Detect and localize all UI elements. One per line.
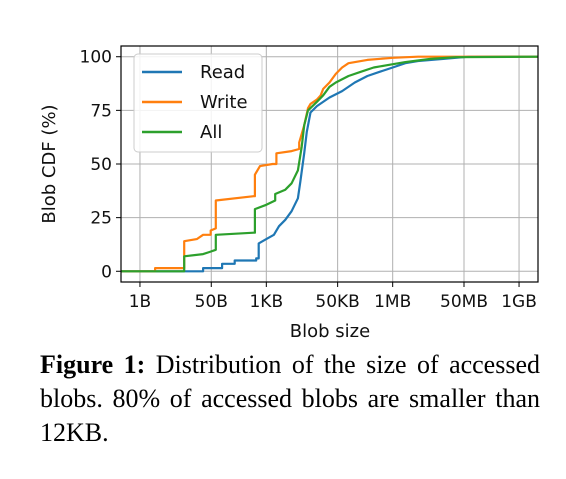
x-tick-label: 1MB: [374, 292, 411, 312]
x-tick-label: 1KB: [249, 292, 283, 312]
legend: Read Write All: [133, 53, 263, 153]
blob-size-cdf-chart: 1B 50B 1KB 50KB 1MB 50MB 1GB 0 25 50 75 100 Blob s…: [39, 45, 539, 342]
x-tick-label: 1GB: [501, 292, 537, 312]
series-line-read: [121, 55, 538, 273]
series-lines: [121, 55, 539, 273]
x-axis-ticks: 1B 50B 1KB 50KB 1MB 50MB 1GB: [129, 282, 537, 312]
series-line-write: [121, 55, 538, 273]
x-tick-label: 50KB: [315, 292, 359, 312]
y-tick-label: 100: [80, 48, 112, 68]
legend-label-write: Write: [200, 92, 248, 113]
figure-caption-text: Distribution of the size of accessed blo…: [40, 350, 541, 447]
y-tick-label: 25: [90, 209, 112, 229]
y-tick-label: 75: [90, 101, 112, 121]
legend-label-read: Read: [200, 62, 245, 83]
x-tick-label: 50MB: [440, 292, 488, 312]
x-tick-label: 1B: [129, 292, 151, 312]
y-tick-label: 50: [90, 155, 112, 175]
figure-caption-label: Figure 1:: [40, 350, 146, 379]
y-axis-label: Blob CDF (%): [39, 104, 60, 223]
figure-caption: Figure 1: Distribution of the size of ac…: [40, 348, 540, 450]
x-axis-label: Blob size: [290, 321, 370, 342]
y-tick-label: 0: [101, 262, 112, 282]
y-axis-ticks: 0 25 50 75 100: [80, 48, 121, 282]
legend-label-all: All: [200, 122, 222, 143]
legend-box: [133, 53, 263, 153]
series-line-all: [121, 55, 539, 273]
x-tick-label: 50B: [195, 292, 228, 312]
